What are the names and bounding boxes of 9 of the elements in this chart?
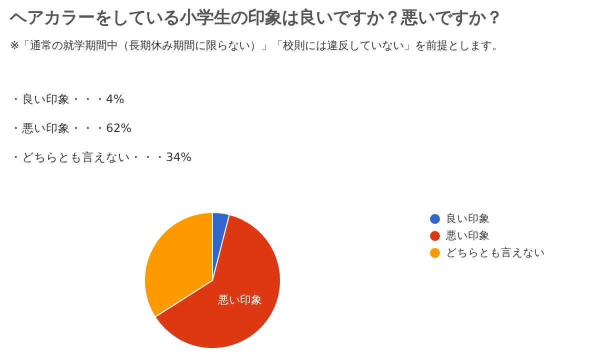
text: ・悪い印象・・・62%: [10, 121, 132, 136]
text: ・良い印象・・・4%: [10, 92, 124, 107]
legend-label: 良い印象: [446, 212, 490, 226]
data-label: 悪い印象: [217, 293, 262, 306]
chart-subtitle: ※「通常の就学期間中（長期休み期間に限らない）」「校則には違反していない」を前提とします。: [10, 38, 504, 53]
legend-label: 悪い印象: [446, 228, 490, 242]
chart-title: ヘアカラーをしている小学生の印象は良いですか？悪いですか？: [10, 7, 503, 29]
legend-label: どちらとも言えない: [446, 246, 545, 260]
text: ・どちらとも言えない・・・34%: [10, 150, 192, 165]
